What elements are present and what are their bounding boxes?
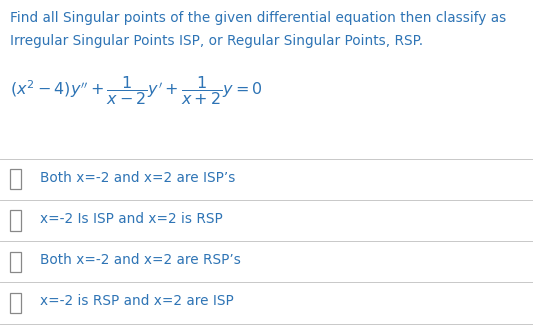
Text: x=-2 Is ISP and x=2 is RSP: x=-2 Is ISP and x=2 is RSP bbox=[40, 212, 223, 226]
Text: $(x^2-4)y^{\prime\prime}+\dfrac{1}{x-2}y^{\prime}+\dfrac{1}{x+2}y=0$: $(x^2-4)y^{\prime\prime}+\dfrac{1}{x-2}y… bbox=[10, 74, 262, 107]
Text: Both x=-2 and x=2 are ISP’s: Both x=-2 and x=2 are ISP’s bbox=[40, 171, 236, 185]
FancyBboxPatch shape bbox=[10, 293, 21, 313]
Text: Irregular Singular Points ISP, or Regular Singular Points, RSP.: Irregular Singular Points ISP, or Regula… bbox=[10, 34, 423, 48]
Text: x=-2 is RSP and x=2 are ISP: x=-2 is RSP and x=2 are ISP bbox=[40, 294, 234, 308]
Text: Both x=-2 and x=2 are RSP’s: Both x=-2 and x=2 are RSP’s bbox=[40, 253, 241, 267]
FancyBboxPatch shape bbox=[10, 252, 21, 272]
FancyBboxPatch shape bbox=[10, 210, 21, 231]
Text: Find all Singular points of the given differential equation then classify as: Find all Singular points of the given di… bbox=[10, 11, 506, 26]
FancyBboxPatch shape bbox=[10, 169, 21, 189]
